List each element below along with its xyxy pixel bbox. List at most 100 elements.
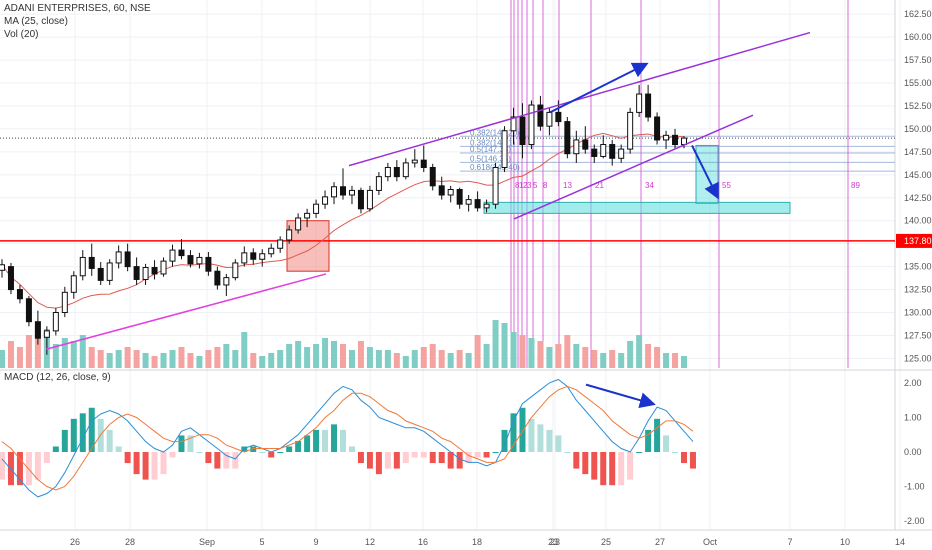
volume-bar (411, 350, 418, 368)
candle-body (609, 144, 616, 159)
volume-bar (340, 344, 346, 368)
volume-bar (133, 350, 140, 368)
price-axis[interactable]: 162.50 160.00 157.50 155.00 152.50 150.00 147.… (896, 9, 932, 363)
candle-body (115, 251, 122, 264)
fib-level-label: 0.382(148.1) (470, 138, 516, 147)
macd-histogram-bar (322, 429, 329, 452)
volume-bar (591, 350, 598, 368)
macd-legend[interactable]: MACD (12, 26, close, 9) (4, 372, 111, 383)
macd-histogram-bar (555, 435, 562, 452)
signal-line (1, 385, 694, 491)
price-tick-label: 140.00 (904, 216, 932, 226)
macd-histogram-bar (546, 429, 553, 452)
candle-body (393, 166, 400, 178)
price-tick-label: 130.00 (904, 308, 932, 318)
volume-bar (483, 344, 490, 368)
candle-body (214, 270, 221, 286)
volume-bar (438, 350, 445, 368)
macd-histogram-bar (456, 452, 463, 469)
volume-bar (348, 350, 355, 368)
macd-axis[interactable]: 2.00 1.00 0.00 -1.00 -2.00 (904, 378, 925, 526)
time-tick-label: 14 (895, 537, 905, 547)
candle-body (160, 260, 167, 275)
candle-body (456, 189, 463, 205)
ma-legend[interactable]: MA (25, close) (4, 16, 68, 27)
candle-body (402, 162, 409, 178)
candle-body (627, 111, 634, 150)
macd-histogram-bar (196, 452, 203, 453)
volume-bar (357, 341, 364, 368)
macd-tick-label: 1.00 (904, 412, 922, 422)
time-tick-label: 26 (70, 537, 80, 547)
vol-legend[interactable]: Vol (20) (4, 29, 39, 40)
price-tick-label: 150.00 (904, 124, 932, 134)
candle-body (34, 321, 41, 339)
candlesticks (0, 84, 687, 355)
volume-bar (492, 320, 499, 368)
candle-body (420, 159, 427, 168)
macd-histogram-bar (582, 452, 589, 475)
volume-bar (510, 332, 517, 368)
volume-bar (555, 344, 562, 368)
candle-body (250, 252, 257, 260)
macd-histogram-bar (277, 452, 284, 453)
macd-histogram-bar (411, 452, 418, 458)
volume-bar (564, 335, 571, 368)
time-tick-label: 10 (840, 537, 850, 547)
macd-histogram-bar (348, 446, 355, 452)
macd-histogram-bar (259, 452, 266, 453)
price-tick-label: 155.00 (904, 78, 932, 88)
volume-bar (25, 335, 32, 368)
macd-histogram-bar (331, 424, 338, 452)
candle-body (61, 291, 68, 314)
volume-bar (582, 347, 589, 368)
candle-body (501, 130, 508, 168)
candle-body (519, 116, 526, 146)
candle-body (546, 111, 553, 127)
volume-bar (0, 350, 5, 368)
candle-body (277, 239, 284, 249)
volume-bar (393, 353, 400, 368)
candle-body (97, 267, 104, 281)
macd-histogram-bar (357, 452, 364, 464)
symbol-legend[interactable]: ADANI ENTERPRISES, 60, NSE (4, 3, 151, 14)
macd-histogram-bar (654, 418, 661, 452)
macd-histogram-bar (106, 429, 113, 452)
macd-histogram-bar (510, 413, 517, 452)
volume-bar (474, 335, 481, 368)
candle-body (295, 217, 302, 231)
macd-histogram-bar (636, 452, 643, 453)
volume-bar (169, 350, 176, 368)
volume-bar (250, 353, 257, 368)
fib-time-cycles: 8 1 2 3 5 8 13 21 34 55 89 (510, 0, 860, 368)
candle-body (438, 185, 445, 196)
volume-bar (142, 353, 149, 368)
volume-bar (295, 341, 302, 368)
volume-bar (420, 347, 427, 368)
price-tick-label: 162.50 (904, 9, 932, 19)
volume-bars (0, 320, 687, 368)
volume-bar (34, 326, 41, 368)
volume-bar (286, 344, 293, 368)
macd-histogram-bar (286, 446, 293, 452)
highlight-box (286, 220, 330, 272)
volume-bar (88, 347, 95, 368)
fib-level-label: 0.5(147.38) (470, 145, 511, 154)
volume-bar (672, 353, 679, 368)
candle-body (447, 189, 454, 196)
macd-tick-label: 0.00 (904, 447, 922, 457)
price-tick-label: 152.50 (904, 101, 932, 111)
macd-histogram-bar (52, 446, 59, 452)
macd-histogram-bar (420, 452, 427, 458)
volume-bar (429, 344, 436, 368)
macd-histogram-bar (160, 452, 167, 475)
time-tick-label: 23 (548, 537, 558, 547)
macd-histogram-bar (689, 452, 696, 469)
volume-bar (465, 353, 472, 368)
time-tick-label: 7 (787, 537, 792, 547)
resistance-price-tag (896, 233, 932, 248)
time-tick-label: 27 (655, 537, 665, 547)
price-tick-label: 157.50 (904, 55, 932, 65)
